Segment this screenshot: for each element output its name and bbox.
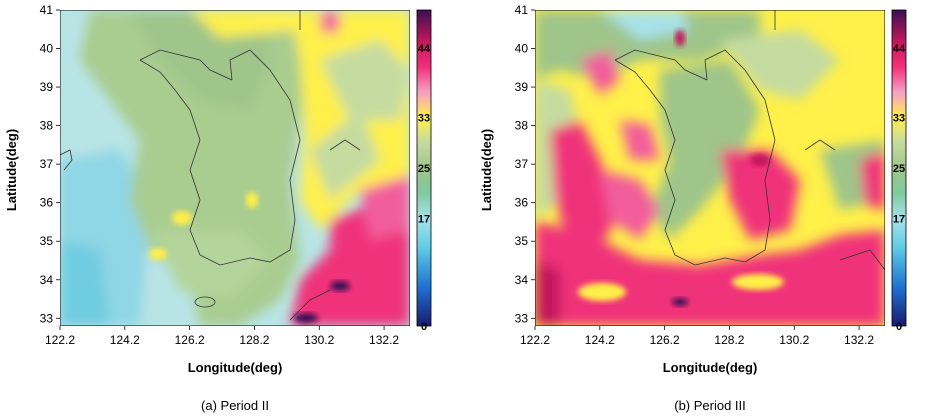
x-tick-label: 132.2 (369, 333, 399, 347)
y-tick-label: 38 (40, 119, 54, 133)
colorbar-a: 44 33 25 17 0 (416, 9, 432, 333)
colorbar-tick-label: 0 (896, 321, 902, 333)
colorbar-tick-label: 0 (421, 321, 427, 333)
x-axis-b: 122.2 124.2 126.2 128.2 130.2 132.2 (520, 326, 874, 347)
x-axis-label-b: Longitude(deg) (663, 360, 758, 375)
x-axis-a: 122.2 124.2 126.2 128.2 130.2 132.2 (45, 326, 399, 347)
x-tick-label: 130.2 (304, 333, 334, 347)
colorbar-b-ramp (891, 9, 907, 327)
colorbar-a-ticks: 44 33 25 17 0 (418, 43, 431, 333)
colorbar-b-ticks: 44 33 25 17 0 (893, 43, 906, 333)
coastline-a (60, 10, 361, 321)
x-tick-label: 128.2 (239, 333, 269, 347)
x-tick-label: 122.2 (45, 333, 75, 347)
y-tick-label: 39 (515, 80, 529, 94)
y-tick-label: 36 (515, 196, 529, 210)
y-tick-label: 41 (40, 3, 54, 17)
colorbar-tick-label: 44 (418, 43, 431, 55)
caption-a: (a) Period II (201, 398, 269, 413)
y-tick-label: 39 (40, 80, 54, 94)
y-tick-label: 37 (515, 157, 529, 171)
colorbar-tick-label: 33 (418, 112, 430, 124)
y-tick-label: 35 (515, 234, 529, 248)
colorbar-tick-label: 25 (893, 163, 905, 175)
y-tick-label: 34 (515, 273, 529, 287)
y-tick-label: 41 (515, 3, 529, 17)
y-axis-label-a: Latitude(deg) (4, 129, 19, 211)
colorbar-tick-label: 17 (893, 214, 905, 226)
panel-a: 122.2 124.2 126.2 128.2 130.2 132.2 333435363… (4, 3, 432, 413)
x-tick-label: 126.2 (175, 333, 205, 347)
x-tick-label: 132.2 (844, 333, 874, 347)
colorbar-tick-label: 25 (418, 163, 430, 175)
colorbar-tick-label: 44 (893, 43, 906, 55)
y-tick-label: 35 (40, 234, 54, 248)
x-tick-label: 130.2 (779, 333, 809, 347)
y-tick-label: 37 (40, 157, 54, 171)
y-tick-label: 34 (40, 273, 54, 287)
y-tick-label: 40 (40, 42, 54, 56)
colorbar-tick-label: 17 (418, 214, 430, 226)
map-area-a (60, 10, 410, 326)
x-tick-label: 126.2 (650, 333, 680, 347)
x-tick-label: 122.2 (520, 333, 550, 347)
x-axis-label-a: Longitude(deg) (188, 360, 283, 375)
y-tick-label: 36 (40, 196, 54, 210)
panel-b: 122.2 124.2 126.2 128.2 130.2 132.2 333435363… (479, 3, 907, 413)
y-axis-b: 33 34 35 36 37 38 39 40 41 (515, 3, 535, 325)
caption-b: (b) Period III (674, 398, 746, 413)
x-tick-label: 124.2 (585, 333, 615, 347)
colorbar-a-ramp (416, 9, 432, 327)
y-tick-label: 40 (515, 42, 529, 56)
y-tick-label: 33 (40, 311, 54, 325)
y-tick-label: 38 (515, 119, 529, 133)
colorbar-b: 44 33 25 17 0 (891, 9, 907, 333)
y-axis-label-b: Latitude(deg) (479, 129, 494, 211)
colorbar-tick-label: 33 (893, 112, 905, 124)
coastline-b (614, 10, 885, 271)
y-tick-label: 33 (515, 311, 529, 325)
y-axis-a: 33 34 35 36 37 38 39 40 41 (40, 3, 60, 325)
x-tick-label: 128.2 (714, 333, 744, 347)
map-area-b (535, 10, 885, 326)
x-tick-label: 124.2 (110, 333, 140, 347)
